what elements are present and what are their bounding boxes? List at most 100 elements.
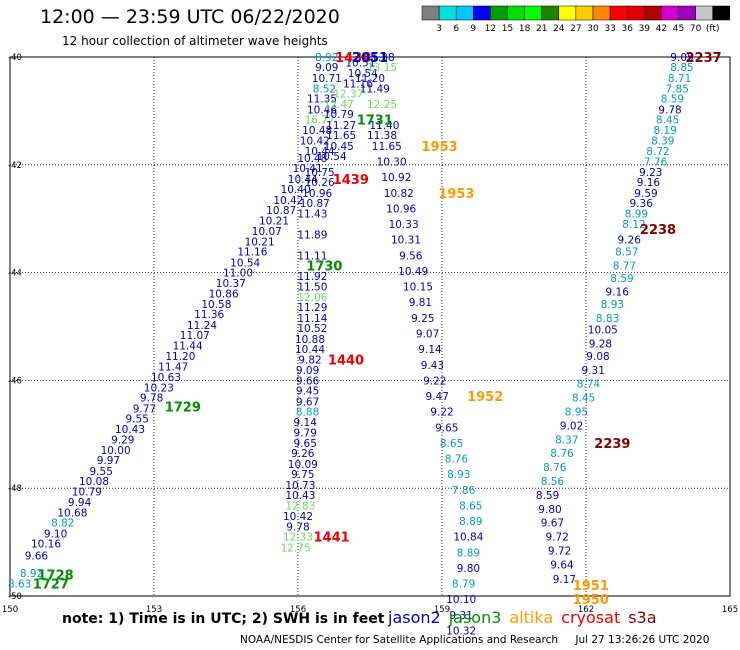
pass-time-label: 2051: [352, 51, 388, 66]
wave-height-label: 11.65: [326, 130, 356, 142]
wave-height-label: 10.58: [201, 299, 231, 311]
wave-height-label: 11.16: [343, 78, 373, 90]
wave-height-label: 11.89: [297, 229, 327, 241]
note-text: note: 1) Time is in UTC; 2) SWH is in fe…: [62, 611, 385, 627]
wave-height-label: 9.26: [618, 235, 642, 247]
wave-height-label: 8.39: [651, 136, 674, 148]
colorbar-swatch: [438, 5, 457, 21]
colorbar-label: 12: [485, 24, 496, 34]
wave-height-label: 10.92: [381, 172, 411, 184]
wave-height-label: 11.11: [297, 250, 327, 262]
pass-time-label: 2239: [594, 437, 630, 452]
wave-height-label: 10.73: [285, 480, 315, 492]
wave-height-label: 11.20: [165, 351, 195, 363]
wave-height-label: 11.49: [360, 83, 390, 95]
colorbar-swatch: [609, 5, 628, 21]
wave-height-label: 10.31: [391, 235, 421, 247]
wave-height-label: 10.75: [305, 167, 335, 179]
wave-height-label: 9.08: [586, 351, 609, 363]
wave-height-label: 10.96: [302, 188, 332, 200]
colorbar-swatch: [592, 5, 611, 21]
colorbar-label: 9: [470, 24, 476, 34]
wave-height-label: 8.82: [51, 518, 74, 530]
wave-height-label: 10.71: [312, 73, 342, 85]
wave-height-label: 10.88: [295, 334, 325, 346]
wave-height-label: 10.41: [293, 163, 323, 175]
wave-height-label: 10.79: [324, 109, 354, 121]
wave-height-label: 11.00: [223, 268, 253, 280]
colorbar-swatch: [558, 5, 577, 21]
wave-height-label: 10.21: [259, 215, 289, 227]
pass-time-label: 1729: [165, 400, 201, 415]
y-tick-label: -40: [8, 53, 22, 63]
legend-cryosat: cryosat: [561, 608, 621, 627]
footer-credit: NOAA/NESDIS Center for Satellite Applica…: [240, 634, 558, 646]
wave-height-label: 10.42: [283, 511, 313, 523]
wave-height-label: 8.89: [457, 547, 480, 559]
wave-height-label: 9.09: [315, 62, 338, 74]
wave-height-label: 8.89: [459, 516, 482, 528]
wave-height-label: 9.23: [639, 167, 662, 179]
pass-time-label: 1438: [335, 51, 371, 66]
grid-lines: [10, 57, 730, 596]
wave-height-label: 9.75: [291, 469, 314, 481]
pass-time-label: 1727: [33, 578, 69, 593]
wave-height-label: 8.99: [625, 208, 648, 220]
wave-height-label: 9.82: [298, 354, 321, 366]
wave-height-label: 11.16: [237, 247, 267, 259]
wave-height-label: 9.47: [426, 391, 449, 403]
wave-height-label: 10.09: [288, 459, 318, 471]
wave-height-label: 8.76: [543, 462, 567, 474]
x-tick-label: 165: [722, 605, 738, 615]
wave-height-label: 8.85: [670, 62, 693, 74]
wave-height-label: 8.52: [313, 83, 336, 95]
colorbar-swatch: [712, 5, 731, 21]
colorbar-label: 42: [656, 24, 667, 34]
pass-time-label: 1440: [328, 353, 364, 368]
x-tick-label: 150: [2, 605, 18, 615]
wave-height-label: 8.59: [610, 273, 633, 285]
colorbar-swatch: [626, 5, 645, 21]
wave-height-label: 9.36: [630, 198, 654, 210]
wave-height-label: 9.64: [550, 560, 574, 572]
x-tick-label: 156: [290, 605, 306, 615]
wave-height-label: 9.77: [133, 403, 156, 415]
wave-height-label: 10.87: [300, 198, 330, 210]
pass-time-label: 1951: [573, 579, 609, 594]
wave-height-label: 10.79: [72, 486, 102, 498]
wave-height-label: 10.54: [317, 151, 347, 163]
colorbar-label: 33: [604, 24, 615, 34]
wave-height-label: 8.76: [550, 448, 574, 460]
wave-height-label: 8.83: [596, 313, 619, 325]
legend-jason3: jason3: [448, 608, 502, 627]
wave-height-label: 9.16: [637, 177, 661, 189]
wave-height-label: 10.96: [386, 203, 416, 215]
wave-height-label: 9.26: [291, 448, 315, 460]
wave-height-label: 9.10: [44, 528, 67, 540]
wave-height-label: 12.37: [333, 89, 363, 101]
colorbar-label: 6: [453, 24, 459, 34]
wave-height-values: 8.638.929.6610.169.108.8210.689.9410.791…: [8, 52, 694, 637]
wave-height-label: 9.66: [25, 551, 49, 563]
wave-height-label: 13.15: [367, 62, 397, 74]
x-axis-ticks: 150 153 156 159 162 165: [2, 605, 738, 615]
y-axis-ticks: -40 -42 -44 -46 -48 -50: [8, 53, 22, 602]
wave-height-label: 8.37: [555, 435, 578, 447]
wave-height-label: 10.42: [300, 136, 330, 148]
colorbar-label: 36: [621, 24, 633, 34]
wave-height-label: 8.92: [20, 568, 43, 580]
colorbar-label: 39: [639, 24, 651, 34]
y-tick-label: -42: [8, 161, 22, 171]
colorbar-swatch: [678, 5, 696, 21]
x-tick-label: 153: [146, 605, 162, 615]
colorbar-label: 70: [690, 24, 702, 34]
wave-height-label: 9.14: [294, 417, 318, 429]
legend-altika: altika: [509, 608, 554, 627]
wave-height-label: 9.14: [418, 344, 442, 356]
wave-height-label: 9.55: [90, 466, 113, 478]
wave-height-label: 11.07: [180, 330, 210, 342]
wave-height-label: 11.38: [367, 130, 397, 142]
wave-height-label: 10.00: [101, 445, 131, 457]
wave-height-label: 10.16: [31, 539, 61, 551]
wave-height-label: 11.40: [369, 120, 399, 132]
